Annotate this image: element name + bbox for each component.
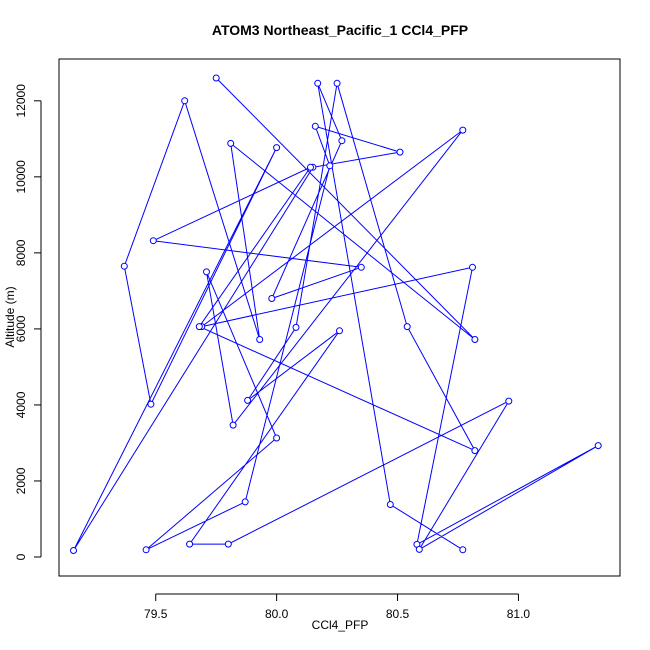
data-point [120, 262, 128, 270]
y-tick-label: 12000 [14, 84, 28, 118]
chart-title: ATOM3 Northeast_Pacific_1 CCl4_PFP [212, 22, 468, 38]
data-point [459, 126, 467, 134]
data-point [273, 434, 281, 442]
x-tick-label: 81.0 [507, 607, 531, 621]
data-point [181, 97, 189, 105]
series-line [73, 77, 599, 551]
data-point [244, 396, 252, 404]
data-point [471, 336, 479, 343]
y-axis: 0 2000 4000 6000 8000 10000 12000 [14, 84, 42, 560]
data-point [333, 79, 341, 87]
data-point [338, 137, 346, 145]
data-point [212, 74, 220, 82]
data-point [469, 263, 476, 271]
y-axis-label: Altitude (m) [3, 286, 17, 347]
data-point [273, 144, 281, 152]
data-point [336, 327, 343, 335]
data-point [459, 546, 467, 554]
x-axis: 79.5 80.0 80.5 81.0 [144, 593, 531, 621]
y-tick-label: 8000 [14, 239, 28, 266]
x-tick-label: 80.0 [265, 607, 289, 621]
data-point [292, 323, 300, 331]
data-point [147, 400, 155, 408]
data-point [594, 442, 602, 450]
data-point [307, 163, 314, 171]
data-point [142, 546, 150, 554]
y-tick-label: 6000 [14, 315, 28, 342]
data-point [224, 540, 232, 548]
data-point [403, 323, 411, 331]
data-point [326, 162, 334, 170]
data-point [505, 397, 513, 405]
data-point [415, 545, 423, 553]
data-point [186, 540, 194, 548]
plot-frame [58, 58, 621, 577]
data-point [396, 148, 404, 156]
series-layer [70, 74, 602, 554]
data-point [256, 336, 264, 343]
y-tick-label: 0 [14, 553, 28, 560]
data-point [386, 501, 394, 508]
x-tick-label: 80.5 [386, 607, 410, 621]
data-point [314, 79, 322, 87]
x-tick-label: 79.5 [144, 607, 168, 621]
data-point [471, 447, 479, 455]
data-point [149, 237, 157, 245]
data-point [203, 268, 210, 276]
y-tick-label: 10000 [14, 160, 28, 194]
data-point [357, 263, 365, 271]
y-tick-label: 4000 [14, 391, 28, 418]
data-point [311, 122, 319, 130]
data-point [241, 498, 249, 506]
data-point [70, 547, 77, 554]
x-axis-label: CCl4_PFP [312, 618, 369, 632]
data-point [195, 323, 203, 331]
data-point [229, 421, 237, 429]
y-tick-label: 2000 [14, 467, 28, 494]
data-point [268, 295, 276, 302]
data-point [227, 139, 235, 147]
